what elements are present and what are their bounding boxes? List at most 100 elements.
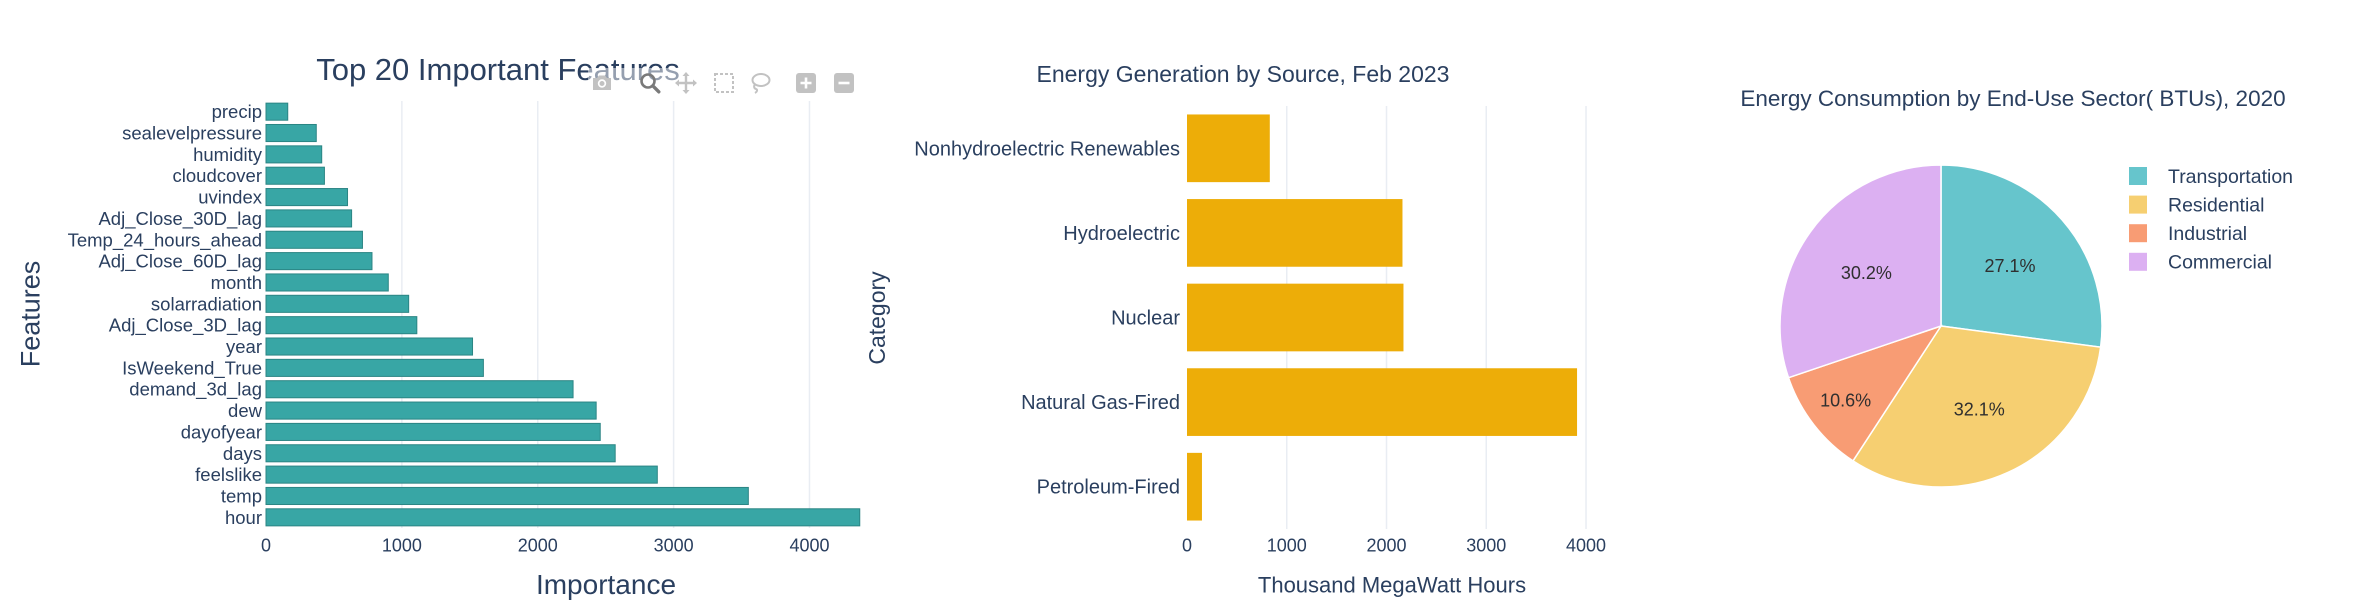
y-tick-label: Temp_24_hours_ahead <box>68 229 262 251</box>
bar <box>265 209 353 228</box>
x-tick-label: 0 <box>1182 535 1192 555</box>
bar <box>265 188 349 207</box>
y-tick-label: dayofyear <box>181 421 262 442</box>
bar <box>1187 199 1403 267</box>
pan-icon[interactable] <box>674 71 698 95</box>
x-axis-title: Importance <box>536 569 676 600</box>
plot-group: 0 1000 2000 3000 4000 Nonhydroelectric Renewa… <box>914 106 1606 555</box>
y-tick-label: precip <box>212 101 262 122</box>
y-tick-label: hour <box>225 507 262 528</box>
plot-area[interactable] <box>266 101 891 528</box>
legend-item[interactable]: Transportation <box>2129 166 2293 188</box>
y-tick-label: feelslike <box>195 464 262 485</box>
legend-swatch <box>2129 195 2147 214</box>
box-select-icon[interactable] <box>712 71 736 95</box>
pie-slice <box>1779 164 1942 379</box>
bar <box>265 294 410 313</box>
bar <box>265 316 418 335</box>
bar <box>265 486 749 506</box>
bar <box>1187 368 1578 436</box>
legend-label: Industrial <box>2168 223 2247 245</box>
y-tick-label: Petroleum-Fired <box>1037 477 1180 499</box>
legend-swatch <box>2129 252 2147 271</box>
pie-slice-label: 30.2% <box>1841 263 1892 283</box>
y-tick-label: demand_3d_lag <box>129 379 262 401</box>
y-tick-label: Adj_Close_60D_lag <box>98 251 262 273</box>
camera-icon[interactable] <box>590 71 614 95</box>
bar <box>265 166 325 185</box>
legend-label: Transportation <box>2168 166 2293 188</box>
bar <box>265 380 574 399</box>
legend-label: Commercial <box>2168 252 2272 274</box>
zoom-out-icon[interactable] <box>832 71 856 95</box>
x-tick-label: 3000 <box>1466 535 1506 555</box>
energy-consumption-pie-chart: Energy Consumption by End-Use Sector( BT… <box>1740 86 2293 488</box>
y-axis-title: Features <box>15 261 45 368</box>
bar <box>265 252 373 271</box>
pie-slice-label: 32.1% <box>1954 400 2005 420</box>
bar <box>265 465 658 484</box>
legend-item[interactable]: Residential <box>2129 194 2264 216</box>
x-tick-label: 0 <box>261 535 271 555</box>
x-tick-label: 3000 <box>654 535 694 555</box>
y-axis-title: Category <box>864 271 890 365</box>
energy-generation-chart: Energy Generation by Source, Feb 2023 0 1… <box>864 61 1606 598</box>
feature-importance-chart: Top 20 Important Features 0 1000 2000 3000 4… <box>15 52 891 600</box>
bar <box>265 123 317 143</box>
bar <box>265 401 597 420</box>
y-tick-label: IsWeekend_True <box>122 357 262 379</box>
x-tick-label: 1000 <box>382 535 422 555</box>
y-tick-label: solarradiation <box>151 293 262 314</box>
y-tick-label: Nuclear <box>1111 308 1180 330</box>
y-tick-label: Nonhydroelectric Renewables <box>914 138 1180 160</box>
pie-slice <box>1940 164 2103 349</box>
bar <box>265 422 601 441</box>
legend-swatch <box>2129 167 2147 185</box>
y-tick-label: Hydroelectric <box>1063 223 1180 245</box>
bar <box>1187 114 1270 183</box>
pie-slice-label: 27.1% <box>1985 256 2036 276</box>
y-tick-label: days <box>223 443 262 464</box>
bar <box>1187 283 1404 352</box>
y-tick-label: dew <box>228 400 263 421</box>
legend-item[interactable]: Industrial <box>2129 223 2247 245</box>
legend-swatch <box>2129 224 2147 243</box>
chart-title: Energy Generation by Source, Feb 2023 <box>1037 61 1450 87</box>
legend-label: Residential <box>2168 194 2264 216</box>
x-tick-label: 2000 <box>518 535 558 555</box>
y-tick-label: Natural Gas-Fired <box>1021 392 1180 414</box>
x-axis-title: Thousand MegaWatt Hours <box>1258 573 1526 598</box>
y-tick-label: month <box>211 272 262 293</box>
zoom-icon[interactable] <box>638 71 662 95</box>
bar <box>265 444 616 463</box>
y-tick-label: sealevelpressure <box>122 123 262 144</box>
x-tick-label: 2000 <box>1366 535 1406 555</box>
zoom-in-icon[interactable] <box>794 71 818 95</box>
bar <box>265 102 289 121</box>
modebar <box>588 68 860 98</box>
lasso-select-icon[interactable] <box>748 71 772 95</box>
bar <box>265 337 474 356</box>
y-tick-label: Adj_Close_30D_lag <box>98 208 262 230</box>
y-tick-label: temp <box>221 485 262 506</box>
pie-slice <box>1787 324 1943 462</box>
pie-slice-label: 10.6% <box>1820 390 1871 410</box>
bar <box>265 145 323 164</box>
bar <box>265 358 484 377</box>
y-tick-label: year <box>226 336 262 357</box>
y-tick-label: cloudcover <box>173 165 262 186</box>
legend-item[interactable]: Commercial <box>2129 252 2272 274</box>
y-tick-label: humidity <box>193 144 263 165</box>
pie-group: 27.1% 32.1% 10.6% 30.2% <box>1779 164 2103 488</box>
x-tick-label: 4000 <box>789 535 829 555</box>
bar <box>265 230 363 249</box>
y-tick-label: Adj_Close_3D_lag <box>109 315 262 337</box>
legend: Transportation Residential Industrial Comme… <box>2129 166 2293 274</box>
y-tick-label: uvindex <box>198 187 263 208</box>
bar <box>1187 452 1202 521</box>
bar <box>265 273 389 292</box>
x-tick-label: 1000 <box>1267 535 1307 555</box>
x-tick-label: 4000 <box>1566 535 1606 555</box>
